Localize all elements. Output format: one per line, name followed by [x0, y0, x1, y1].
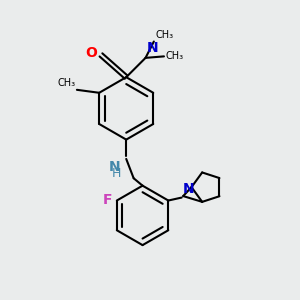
Text: O: O: [85, 46, 98, 60]
Text: N: N: [183, 182, 194, 196]
Text: N: N: [109, 160, 121, 174]
Text: CH₃: CH₃: [155, 30, 173, 40]
Text: CH₃: CH₃: [166, 51, 184, 62]
Text: F: F: [103, 193, 112, 207]
Text: CH₃: CH₃: [57, 78, 75, 88]
Text: H: H: [112, 167, 121, 180]
Text: N: N: [147, 41, 159, 56]
